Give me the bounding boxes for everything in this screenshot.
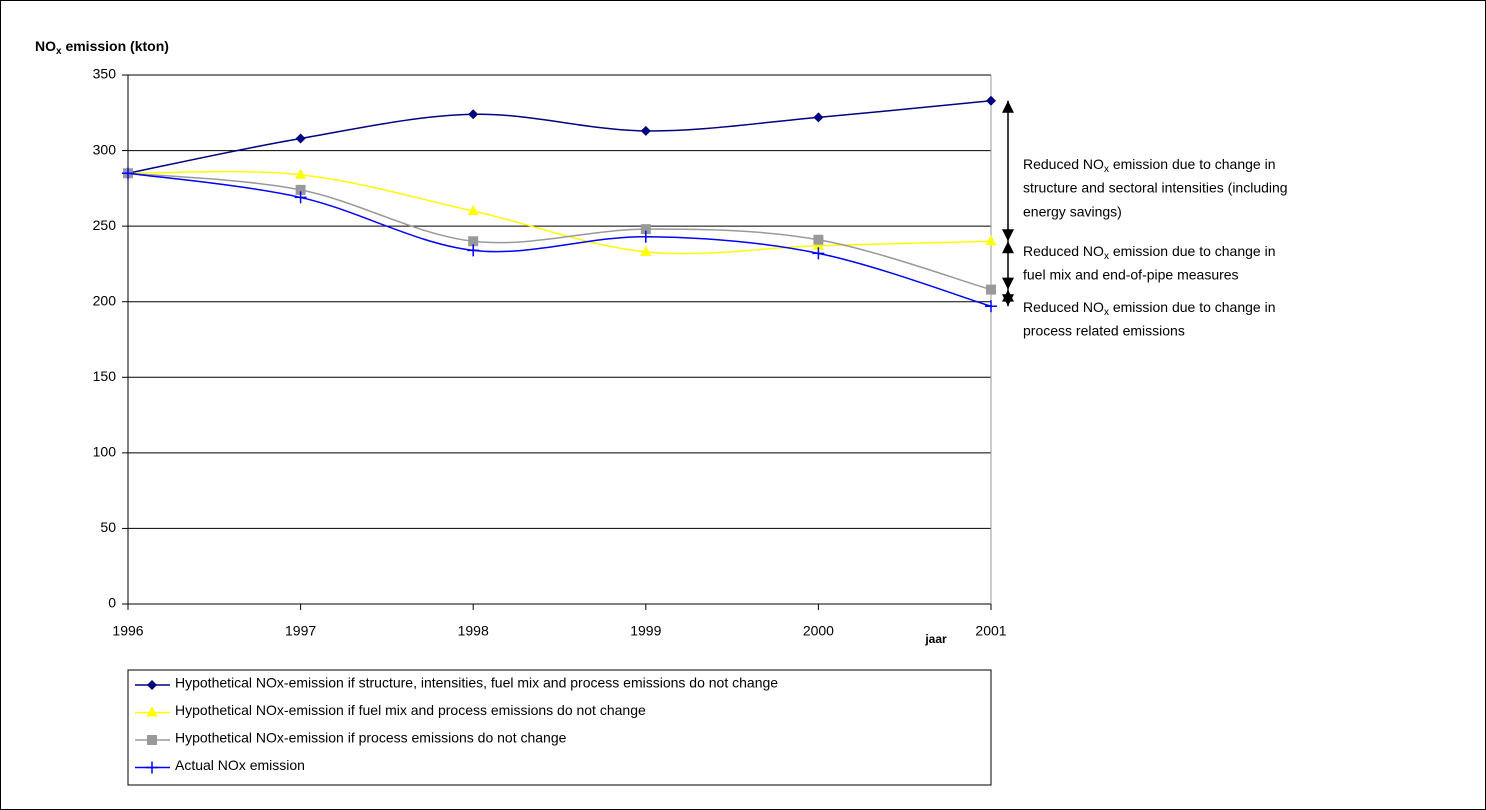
x-tick-label: 1998 [458, 623, 489, 639]
legend-label: Actual NOx emission [175, 757, 305, 773]
marker [295, 168, 307, 179]
y-tick-label: 200 [93, 292, 117, 308]
arrow-head [1002, 229, 1014, 242]
x-tick-label: 1996 [112, 623, 143, 639]
marker [122, 167, 134, 180]
annotation-arrow [1002, 241, 1014, 290]
annotation-text: process related emissions [1023, 323, 1185, 339]
marker [468, 236, 479, 247]
legend-label: Hypothetical NOx-emission if process emi… [175, 730, 567, 746]
y-tick-label: 0 [108, 595, 116, 611]
y-tick-label: 50 [100, 519, 116, 535]
annotation-text: structure and sectoral intensities (incl… [1023, 180, 1288, 196]
marker [640, 224, 651, 235]
marker [640, 125, 651, 136]
marker [467, 244, 480, 257]
annotation-part: Reduced NO [1023, 243, 1104, 259]
arrow-head [1002, 100, 1014, 113]
legend-label: Hypothetical NOx-emission if fuel mix an… [175, 702, 646, 718]
marker [467, 205, 479, 216]
legend-label: Hypothetical NOx-emission if structure, … [175, 675, 778, 691]
x-tick-label: 1999 [630, 623, 661, 639]
y-title-sub: x [56, 46, 62, 57]
x-axis-title: jaar [924, 632, 947, 646]
annotation-part: Reduced NO [1023, 156, 1104, 172]
marker [147, 680, 157, 690]
y-tick-label: 350 [93, 66, 117, 82]
marker [146, 761, 158, 774]
y-title-part: emission (kton) [62, 38, 169, 54]
marker [295, 133, 306, 144]
annotation-text: Reduced NOx emission due to change in [1023, 299, 1276, 318]
y-tick-label: 100 [93, 444, 117, 460]
annotation-text: fuel mix and end-of-pipe measures [1023, 267, 1239, 283]
marker [294, 191, 307, 204]
arrow-head [1002, 241, 1014, 254]
marker [813, 112, 824, 123]
annotation-text: Reduced NOx emission due to change in [1023, 243, 1276, 262]
marker [147, 735, 157, 745]
marker [813, 234, 824, 245]
marker [812, 247, 825, 260]
marker [985, 300, 997, 313]
annotation-part: emission due to change in [1109, 299, 1276, 315]
annotation-text: energy savings) [1023, 204, 1122, 220]
series-line [127, 172, 992, 291]
x-tick-label: 2001 [975, 623, 1006, 639]
marker [146, 706, 158, 717]
x-tick-label: 1997 [285, 623, 316, 639]
y-tick-label: 250 [93, 217, 117, 233]
annotation-part: emission due to change in [1109, 243, 1276, 259]
annotation-arrow [1002, 100, 1014, 242]
annotation-text: Reduced NOx emission due to change in [1023, 156, 1276, 175]
marker [986, 284, 996, 295]
y-tick-label: 150 [93, 368, 117, 384]
marker [986, 95, 996, 106]
marker [639, 230, 652, 243]
marker [640, 245, 652, 256]
marker [812, 239, 824, 250]
marker [295, 184, 306, 195]
series-line [127, 170, 992, 255]
series-line [127, 99, 992, 174]
marker [985, 235, 997, 246]
y-title-part: NO [35, 38, 56, 54]
annotation-sub: x [1104, 251, 1109, 262]
annotation-arrow [1002, 289, 1014, 307]
annotation-part: Reduced NO [1023, 299, 1104, 315]
annotation-part: emission due to change in [1109, 156, 1276, 172]
legend [127, 669, 992, 786]
marker [468, 109, 479, 120]
x-tick-label: 2000 [803, 623, 834, 639]
y-axis-title: NOx emission (kton) [35, 38, 169, 57]
arrow-head [1002, 294, 1014, 307]
series-line [127, 172, 992, 307]
y-tick-label: 300 [93, 141, 117, 157]
annotation-sub: x [1104, 164, 1109, 175]
arrow-head [1002, 277, 1014, 290]
annotation-sub: x [1104, 307, 1109, 318]
